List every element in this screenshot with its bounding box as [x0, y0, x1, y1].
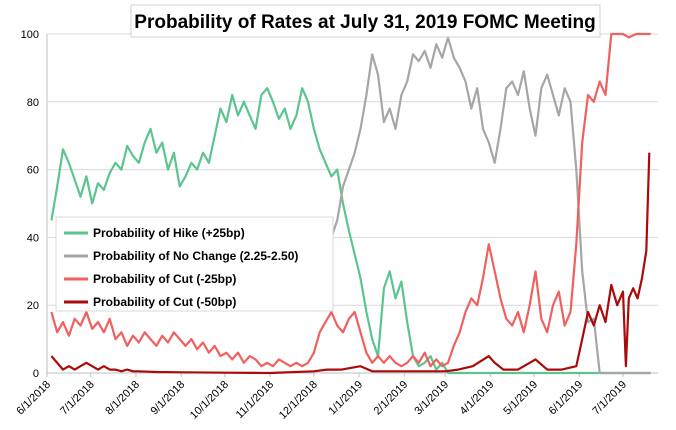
series-line-1: [312, 36, 651, 375]
x-tick-label: 10/1/2018: [188, 379, 231, 422]
y-tick-label: 60: [27, 165, 39, 177]
x-tick-label: 6/1/2019: [547, 379, 586, 418]
legend-label-2: Probability of Cut (-25bp): [93, 272, 236, 286]
x-tick-label: 6/1/2018: [14, 379, 53, 418]
x-tick-label: 5/1/2019: [501, 379, 540, 418]
y-tick-labels: 0 20 40 60 80 100: [21, 29, 39, 380]
series-line-2: [50, 32, 651, 368]
x-tick-label: 7/1/2018: [58, 379, 97, 418]
x-tick-label: 11/1/2018: [234, 379, 277, 422]
x-tick-label: 4/1/2019: [458, 379, 497, 418]
legend: Probability of Hike (+25bp) Probability o…: [55, 216, 334, 312]
legend-label-0: Probability of Hike (+25bp): [93, 226, 245, 240]
x-tick-label: 12/1/2018: [277, 379, 320, 422]
series-line-3: [50, 152, 651, 375]
y-tick-label: 0: [33, 368, 39, 380]
y-tick-label: 80: [27, 97, 39, 109]
legend-label-1: Probability of No Change (2.25-2.50): [93, 249, 298, 263]
x-tick-labels: 6/1/2018 7/1/2018 8/1/2018 9/1/2018 10/1/201…: [14, 379, 629, 422]
legend-label-3: Probability of Cut (-50bp): [93, 295, 236, 309]
y-tick-label: 40: [27, 232, 39, 244]
y-tick-label: 100: [21, 29, 39, 41]
y-tick-label: 20: [27, 300, 39, 312]
chart-title-box: Probability of Rates at July 31, 2019 FO…: [130, 4, 601, 38]
series-lines: [50, 32, 651, 375]
series-line-0: [50, 87, 651, 375]
chart-title: Probability of Rates at July 31, 2019 FO…: [134, 12, 595, 33]
x-tick-label: 1/1/2019: [326, 379, 365, 418]
x-tick-label: 9/1/2018: [149, 379, 188, 418]
x-tick-label: 8/1/2018: [103, 379, 142, 418]
x-tick-label: 2/1/2019: [372, 379, 411, 418]
axes: [46, 34, 658, 377]
x-tick-label: 7/1/2019: [590, 379, 629, 418]
x-tick-label: 3/1/2019: [412, 379, 451, 418]
